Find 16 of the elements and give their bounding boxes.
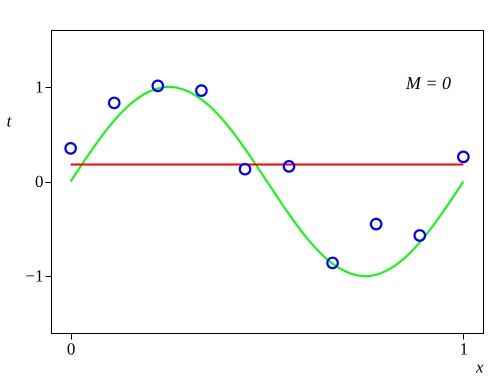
point xyxy=(238,162,252,176)
point xyxy=(457,150,470,164)
point xyxy=(64,142,77,155)
point xyxy=(282,160,296,173)
y-tick-label: 1 xyxy=(35,77,44,96)
y-axis-title: t xyxy=(6,112,13,130)
point xyxy=(108,96,121,110)
point xyxy=(195,84,208,97)
x-axis-title: x xyxy=(474,358,484,376)
y-tick-label: −1 xyxy=(25,266,44,286)
point xyxy=(326,256,339,270)
y-tick-label: 0 xyxy=(35,172,44,191)
point xyxy=(151,80,164,92)
point xyxy=(413,229,426,242)
point xyxy=(370,218,383,230)
annotation: M = 0 xyxy=(404,73,451,93)
